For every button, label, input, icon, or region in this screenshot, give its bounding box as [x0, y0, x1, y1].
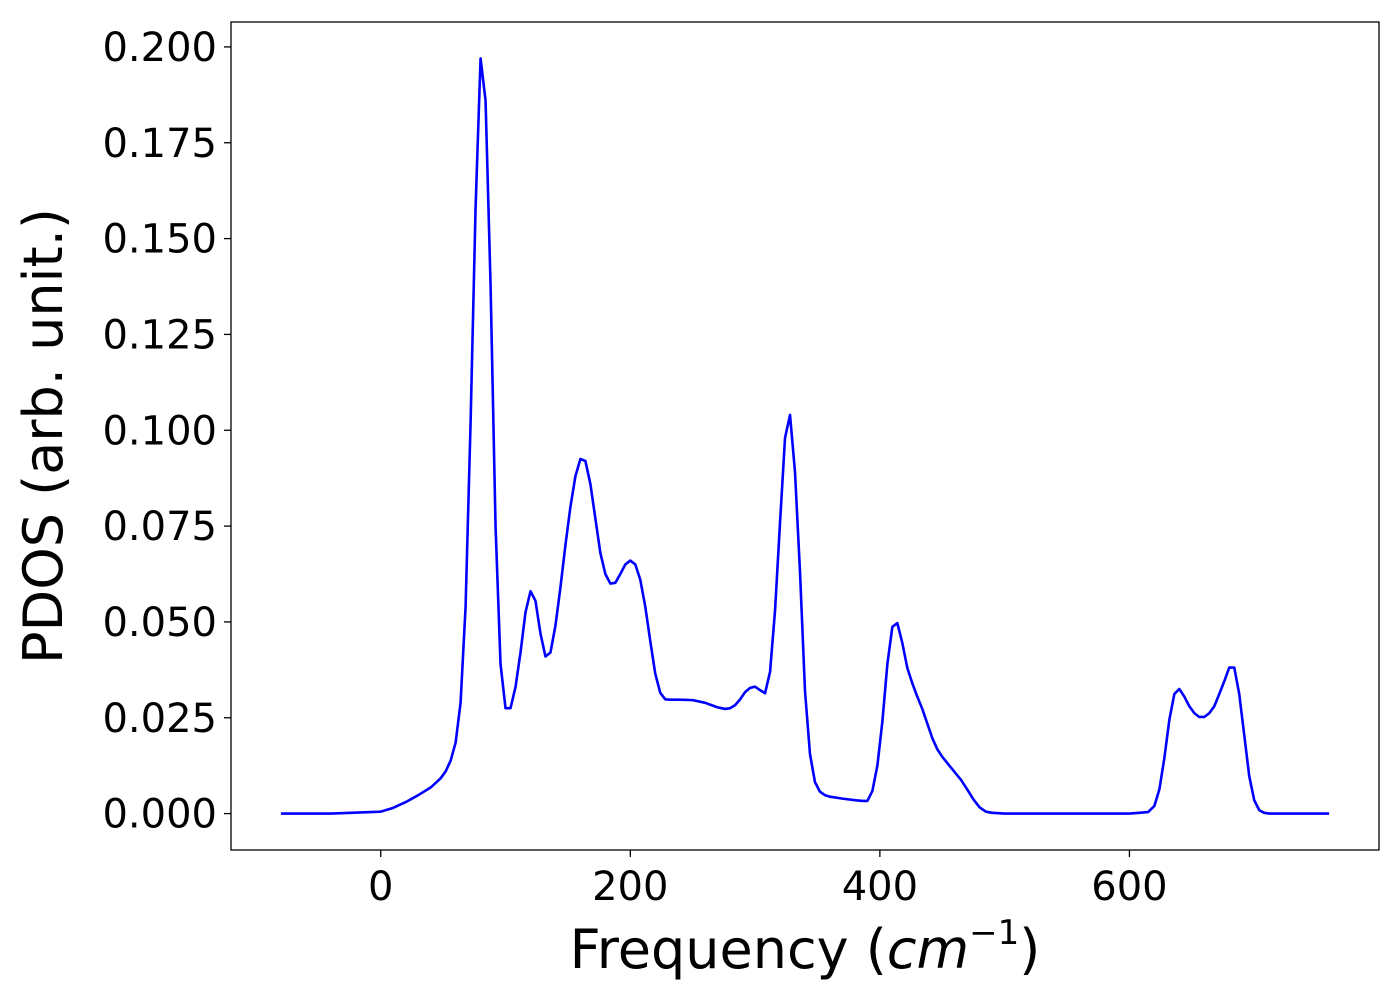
- x-axis-label-close: ): [1019, 918, 1040, 981]
- x-tick-label: 600: [1091, 864, 1167, 910]
- y-tick-label: 0.150: [102, 217, 217, 263]
- x-tick-label: 400: [842, 864, 918, 910]
- y-tick-label: 0.100: [102, 408, 217, 454]
- series-line-0: [280, 57, 1330, 815]
- x-axis-ticks: 0 200 400 600: [368, 850, 1168, 910]
- axes-frame: [230, 21, 1380, 851]
- y-tick-label: 0.000: [102, 792, 217, 838]
- y-tick-label: 0.125: [102, 312, 217, 358]
- x-axis-label-unit: cm: [887, 918, 969, 981]
- x-axis-label: Frequency (cm−1): [570, 913, 1041, 981]
- y-tick-label: 0.025: [102, 696, 217, 742]
- y-axis-label: PDOS (arb. unit.): [12, 208, 75, 664]
- x-tick-label: 200: [592, 864, 668, 910]
- y-tick-label: 0.075: [102, 504, 217, 550]
- y-tick-label: 0.200: [102, 25, 217, 71]
- x-tick-label: 0: [368, 864, 393, 910]
- y-tick-label: 0.050: [102, 600, 217, 646]
- y-tick-label: 0.175: [102, 121, 217, 167]
- x-axis-label-exponent: −1: [969, 913, 1019, 953]
- x-axis-label-main: Frequency (: [570, 918, 887, 981]
- y-axis-ticks: 0.000 0.025 0.050 0.075 0.100 0.125 0.150 0.175…: [102, 25, 231, 838]
- series-layer: [280, 57, 1330, 815]
